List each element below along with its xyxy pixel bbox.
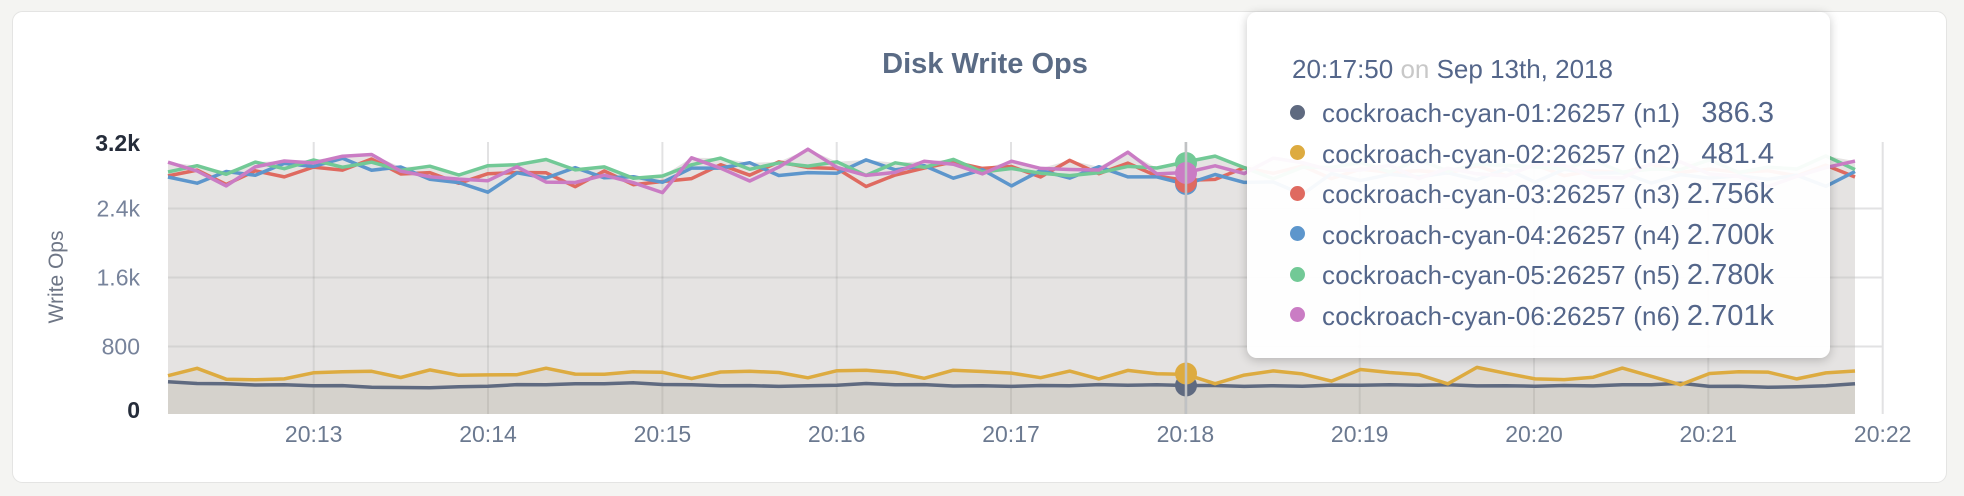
- svg-text:Disk Write Ops: Disk Write Ops: [882, 48, 1088, 80]
- svg-text:Write Ops: Write Ops: [45, 231, 68, 324]
- svg-text:20:14: 20:14: [459, 421, 517, 447]
- svg-text:2.4k: 2.4k: [97, 196, 141, 222]
- svg-text:20:21: 20:21: [1680, 421, 1738, 447]
- svg-text:20:16: 20:16: [808, 421, 866, 447]
- svg-text:800: 800: [102, 334, 140, 360]
- svg-text:20:19: 20:19: [1331, 421, 1389, 447]
- svg-text:20:17: 20:17: [982, 421, 1040, 447]
- svg-text:3.2k: 3.2k: [95, 130, 140, 156]
- svg-text:20:22: 20:22: [1854, 421, 1912, 447]
- svg-text:20:15: 20:15: [634, 421, 692, 447]
- svg-text:20:13: 20:13: [285, 421, 343, 447]
- svg-text:0: 0: [127, 397, 140, 423]
- svg-text:1.6k: 1.6k: [97, 265, 141, 291]
- svg-text:20:20: 20:20: [1505, 421, 1563, 447]
- svg-text:20:18: 20:18: [1157, 421, 1215, 447]
